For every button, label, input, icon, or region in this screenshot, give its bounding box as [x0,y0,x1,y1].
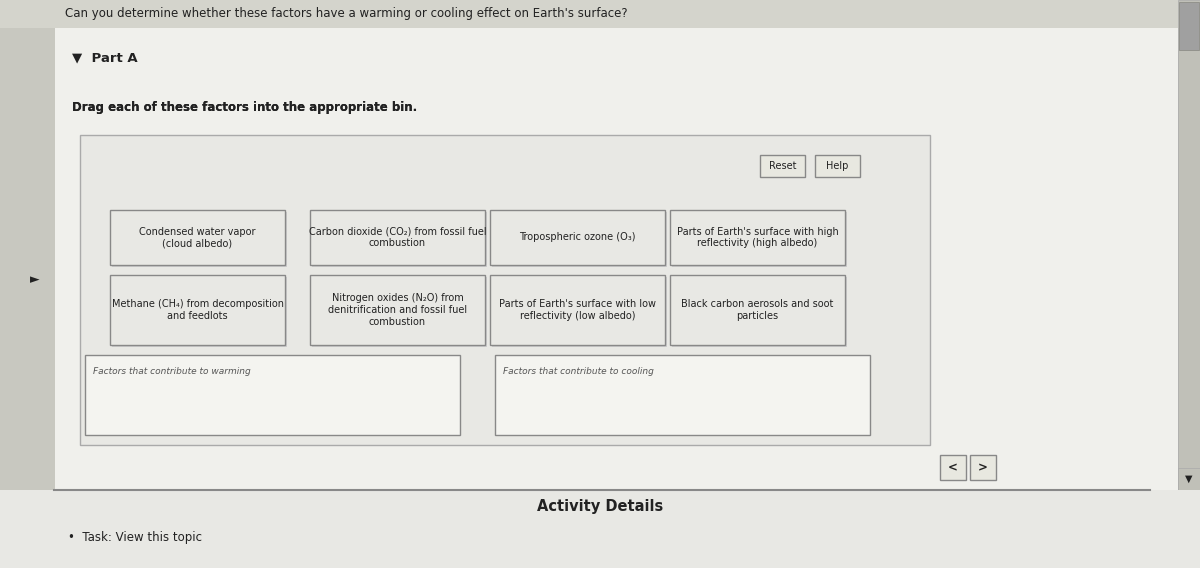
Text: Parts of Earth's surface with low
reflectivity (low albedo): Parts of Earth's surface with low reflec… [499,299,656,321]
Bar [492,212,667,267]
Bar [312,212,487,267]
Text: •  Task: View this topic: • Task: View this topic [68,532,202,545]
Bar [490,210,665,265]
Bar [490,275,665,345]
Text: Can you determine whether these factors have a warming or cooling effect on Eart: Can you determine whether these factors … [65,7,628,20]
Text: ►: ► [30,274,40,286]
Text: Tropospheric ozone (O₃): Tropospheric ozone (O₃) [520,232,636,243]
Bar [110,275,286,345]
Bar [672,212,847,267]
Text: Parts of Earth's surface with high
reflectivity (high albedo): Parts of Earth's surface with high refle… [677,227,839,248]
Bar [1178,468,1200,490]
Text: Carbon dioxide (CO₂) from fossil fuel
combustion: Carbon dioxide (CO₂) from fossil fuel co… [308,227,486,248]
Bar [112,212,287,267]
Bar [760,155,805,177]
Text: ▼  Part A: ▼ Part A [72,52,138,65]
Text: Help: Help [827,161,848,171]
Text: Reset: Reset [769,161,797,171]
Bar [1178,2,1199,50]
Bar [670,275,845,345]
Text: Condensed water vapor
(cloud albedo): Condensed water vapor (cloud albedo) [139,227,256,248]
Bar [815,155,860,177]
Bar [0,490,1200,568]
Text: Black carbon aerosols and soot
particles: Black carbon aerosols and soot particles [682,299,834,321]
Text: >: > [978,461,988,474]
Bar [80,135,930,445]
Bar [312,277,487,347]
Bar [0,0,1200,28]
Text: Methane (CH₄) from decomposition
and feedlots: Methane (CH₄) from decomposition and fee… [112,299,283,321]
Text: ▼: ▼ [1186,474,1193,484]
Bar [85,355,460,435]
Bar [310,275,485,345]
Bar [496,355,870,435]
Text: Drag each of these factors into the appropriate bin.: Drag each of these factors into the appr… [72,102,418,115]
Bar [310,210,485,265]
Bar [55,28,1178,490]
Text: Activity Details: Activity Details [536,499,664,513]
Text: Drag each of these factors into the appropriate bin.: Drag each of these factors into the appr… [72,102,418,115]
Bar [670,210,845,265]
Text: Nitrogen oxides (N₂O) from
denitrification and fossil fuel
combustion: Nitrogen oxides (N₂O) from denitrificati… [328,294,467,327]
Bar [970,455,996,480]
Bar [112,277,287,347]
Bar [492,277,667,347]
Bar [110,210,286,265]
Text: <: < [948,461,958,474]
Bar [672,277,847,347]
Bar [1178,0,1200,490]
Bar [940,455,966,480]
Text: Factors that contribute to warming: Factors that contribute to warming [94,367,251,376]
Text: Factors that contribute to cooling: Factors that contribute to cooling [503,367,654,376]
